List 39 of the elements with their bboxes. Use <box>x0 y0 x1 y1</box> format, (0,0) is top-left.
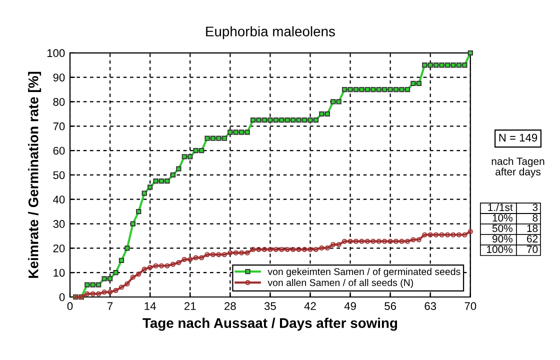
x-tick-label: 7 <box>108 302 113 310</box>
text: 90% <box>492 235 512 243</box>
y-tick-label: 0 <box>59 293 65 302</box>
y-tick-label: 10 <box>54 268 65 277</box>
x-tick-label: 49 <box>344 302 356 310</box>
text: nach Tagen after days <box>492 157 544 178</box>
y-tick-label: 50 <box>53 171 65 180</box>
text: 62 <box>527 235 538 243</box>
x-tick-label: 0 <box>67 302 73 310</box>
legend-label: von gekeimten Samen / of germinated seeds <box>268 268 460 277</box>
text: 100% <box>486 246 512 254</box>
x-tick-label: 21 <box>184 302 196 310</box>
text: 18 <box>527 224 538 232</box>
x-tick-label: 28 <box>224 302 236 310</box>
y-tick-label: 20 <box>53 244 65 252</box>
text: 10% <box>492 214 512 222</box>
text: 3 <box>532 204 538 212</box>
text: 70 <box>527 246 538 254</box>
y-tick-label: 30 <box>53 220 65 228</box>
x-tick-label: 14 <box>144 302 156 310</box>
chart-title: Euphorbia maleolens <box>206 26 335 40</box>
y-tick-label: 60 <box>53 146 65 155</box>
text: 50% <box>492 224 512 232</box>
text: N = 149 <box>499 134 538 142</box>
y-tick-label: 70 <box>53 122 65 130</box>
y-tick-label: 40 <box>53 196 65 204</box>
x-tick-label: 56 <box>384 302 396 310</box>
y-tick-label: 100 <box>47 49 65 58</box>
x-tick-label: 42 <box>304 302 316 310</box>
x-tick-label: 35 <box>264 302 276 310</box>
text: 1./1st <box>488 203 513 212</box>
x-tick-label: 63 <box>424 302 436 310</box>
y-tick-label: 80 <box>53 98 65 106</box>
x-axis-title: Tage nach Aussaat / Days after sowing <box>142 318 398 331</box>
y-axis-title: Keimrate / Germination rate [%] <box>28 72 42 278</box>
text: 8 <box>532 214 538 222</box>
x-tick-label: 70 <box>464 302 476 310</box>
y-tick-label: 90 <box>53 74 65 82</box>
legend-label: von allen Samen / of all seeds (N) <box>268 278 413 288</box>
